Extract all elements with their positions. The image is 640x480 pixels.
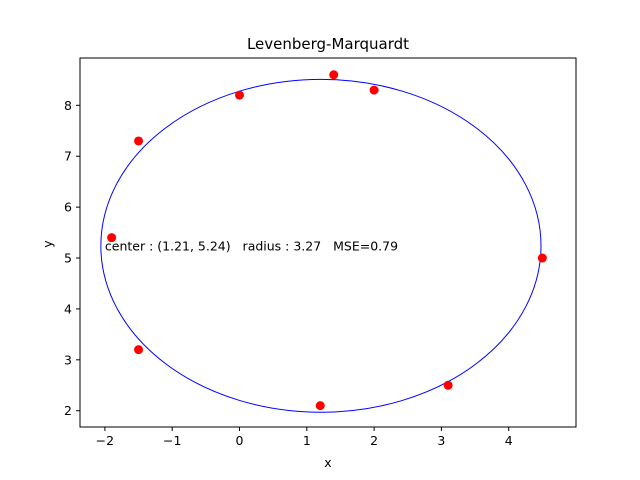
y-axis-label: y [40,240,55,248]
plot-frame [79,57,577,428]
y-tick-label: 5 [64,251,72,266]
data-point [134,345,144,355]
data-point [235,90,245,100]
y-tick-label: 6 [64,200,72,215]
data-point [107,233,117,243]
chart-title: Levenberg-Marquardt [247,35,409,53]
x-axis-label: x [324,455,331,470]
x-tick-label: 1 [303,433,311,448]
fit-annotation: center : (1.21, 5.24) radius : 3.27 MSE=… [105,238,398,253]
x-tick-label: −2 [96,433,114,448]
x-tick-label: −1 [163,433,181,448]
data-point [315,401,325,411]
data-point [329,70,339,80]
data-point [443,380,453,390]
data-point [134,136,144,146]
x-tick-label: 2 [370,433,378,448]
y-tick-label: 2 [64,403,72,418]
y-tick-label: 3 [64,352,72,367]
fitted-circle [100,78,542,413]
x-tick-label: 0 [236,433,244,448]
y-tick-label: 7 [64,149,72,164]
data-point [369,85,379,95]
y-tick-label: 8 [64,98,72,113]
y-tick-label: 4 [64,301,72,316]
x-tick-label: 4 [505,433,513,448]
x-tick-label: 3 [437,433,445,448]
plot-area: −2 −1 0 1 2 3 4 2 3 4 5 6 7 8 center : (1.21, 5.24) ra… [64,70,547,448]
data-point [537,253,547,263]
